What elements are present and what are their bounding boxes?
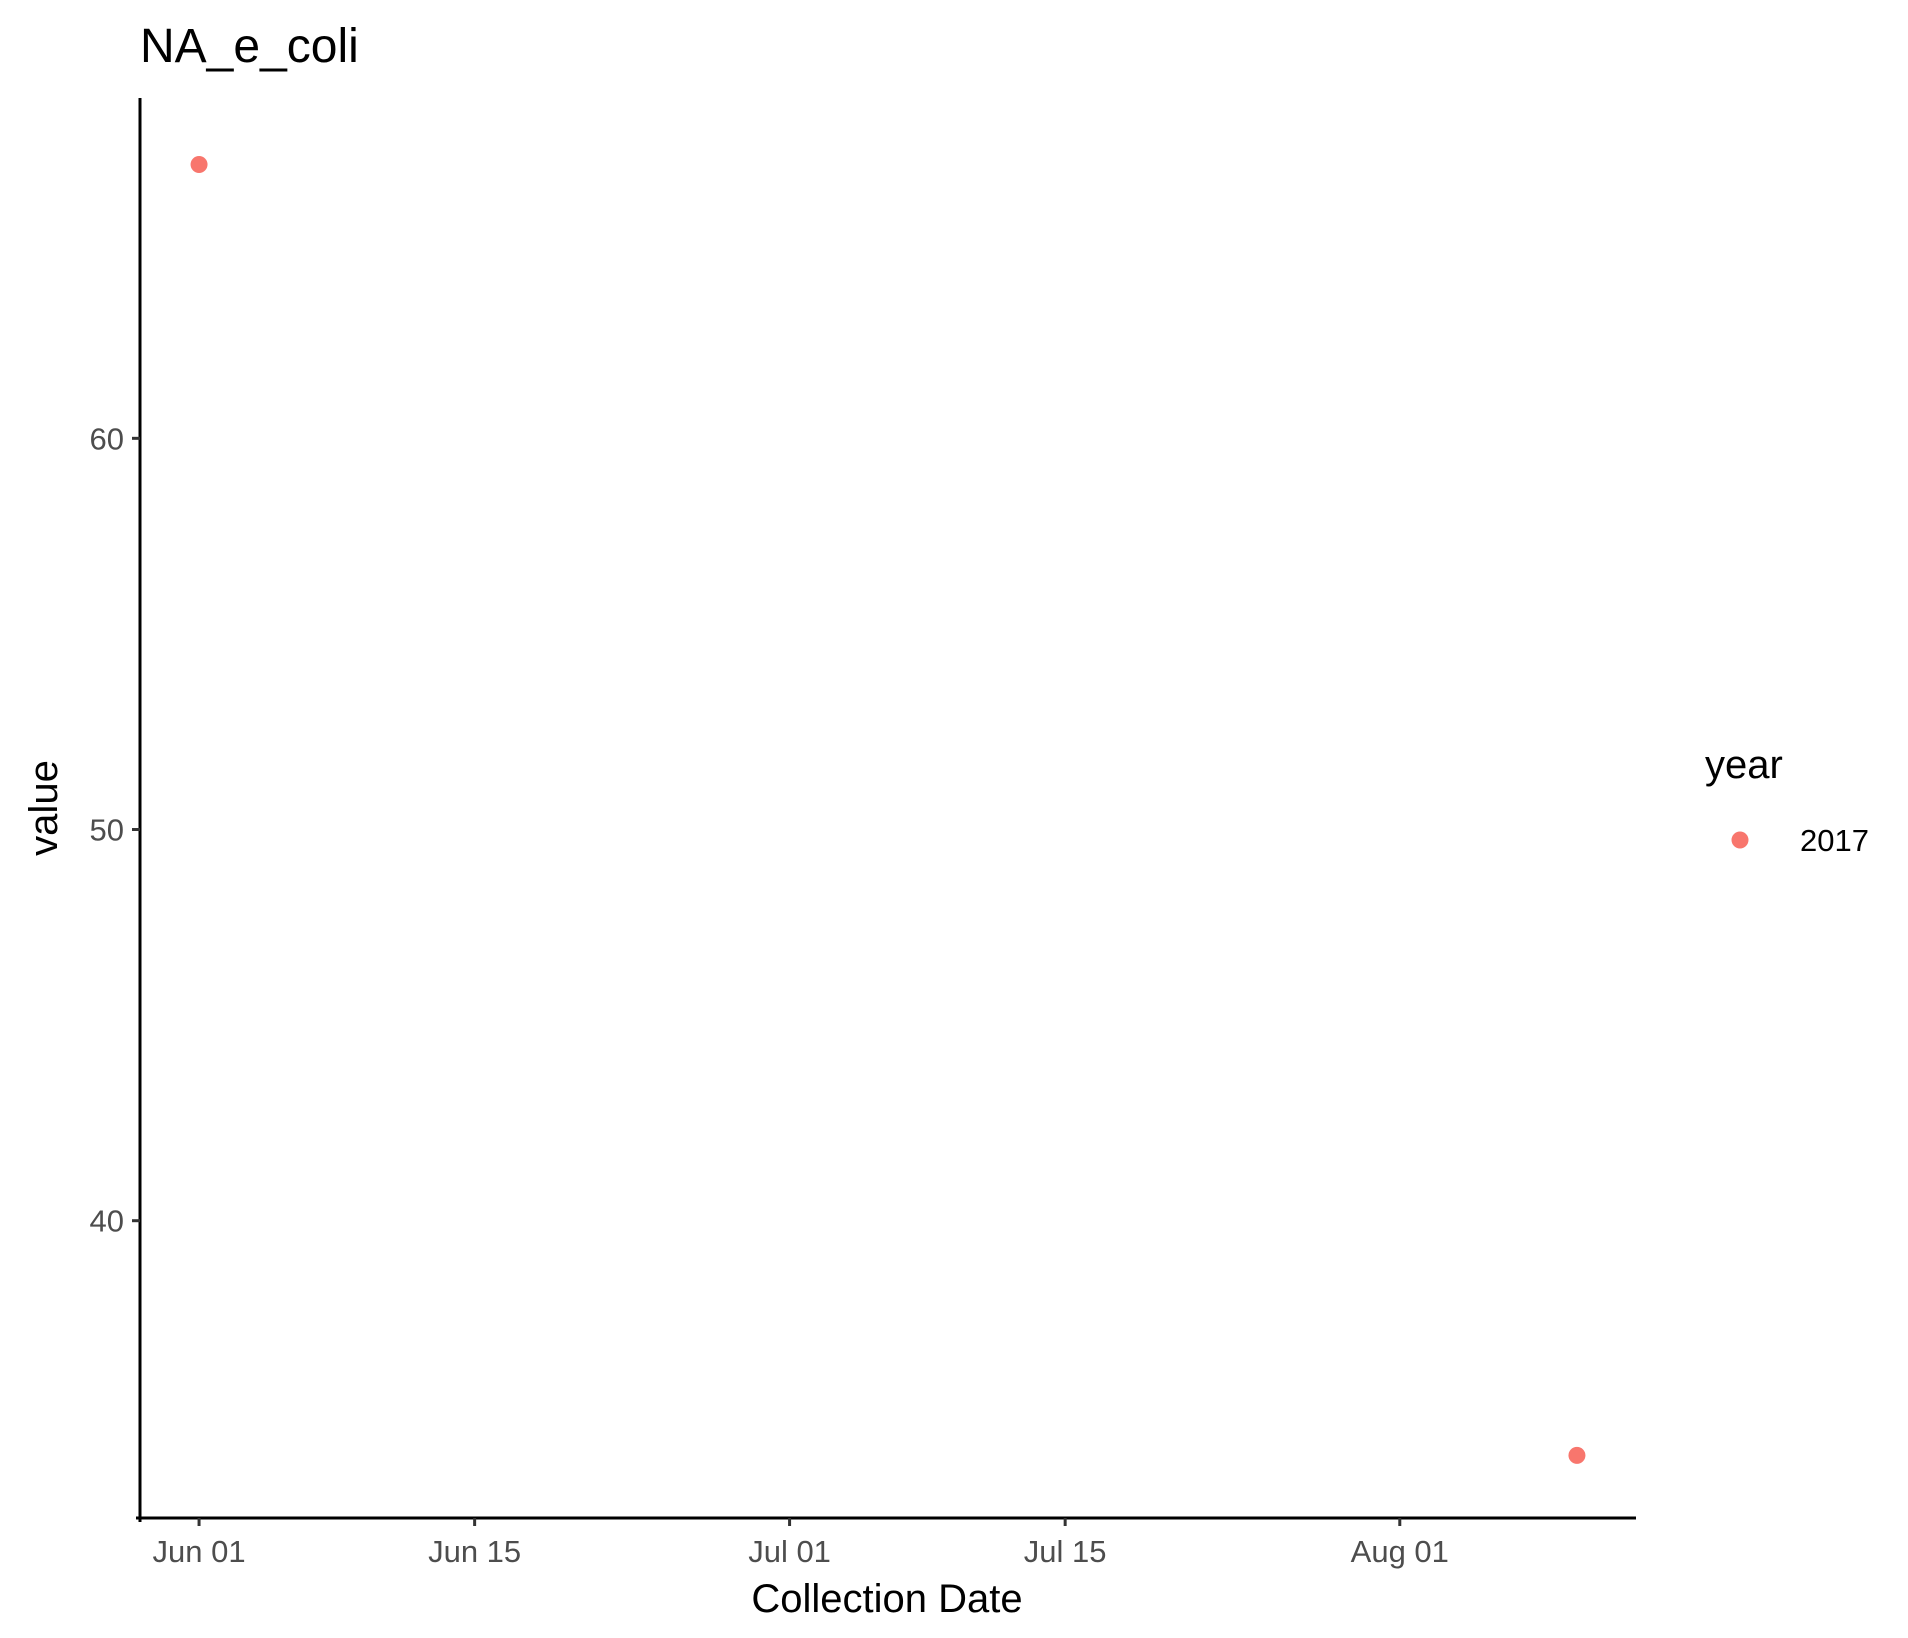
legend-items: 2017 [1731, 823, 1869, 858]
y-tick-label: 50 [90, 813, 124, 848]
data-point [1568, 1446, 1586, 1464]
x-tick-label: Aug 01 [1351, 1534, 1449, 1569]
y-axis: 40 50 60 [90, 98, 142, 1522]
y-axis-title: value [22, 760, 66, 856]
y-tick-label: 60 [90, 421, 124, 456]
x-axis: Jun 01 Jun 15 Jul 01 Jul 15 Aug 01 [136, 1516, 1636, 1569]
chart-title: NA_e_coli [140, 20, 359, 73]
x-tick-label: Jun 15 [428, 1534, 521, 1569]
x-tick-label: Jul 15 [1024, 1534, 1107, 1569]
data-points [190, 156, 1586, 1464]
legend: year 2017 [1705, 743, 1869, 858]
legend-key-marker [1731, 831, 1749, 849]
data-point [190, 156, 208, 174]
legend-title: year [1705, 743, 1783, 787]
x-tick-label: Jul 01 [748, 1534, 831, 1569]
legend-entry-label: 2017 [1800, 823, 1869, 858]
y-tick-label: 40 [90, 1204, 124, 1239]
x-tick-label: Jun 01 [153, 1534, 246, 1569]
x-axis-title: Collection Date [751, 1577, 1022, 1621]
